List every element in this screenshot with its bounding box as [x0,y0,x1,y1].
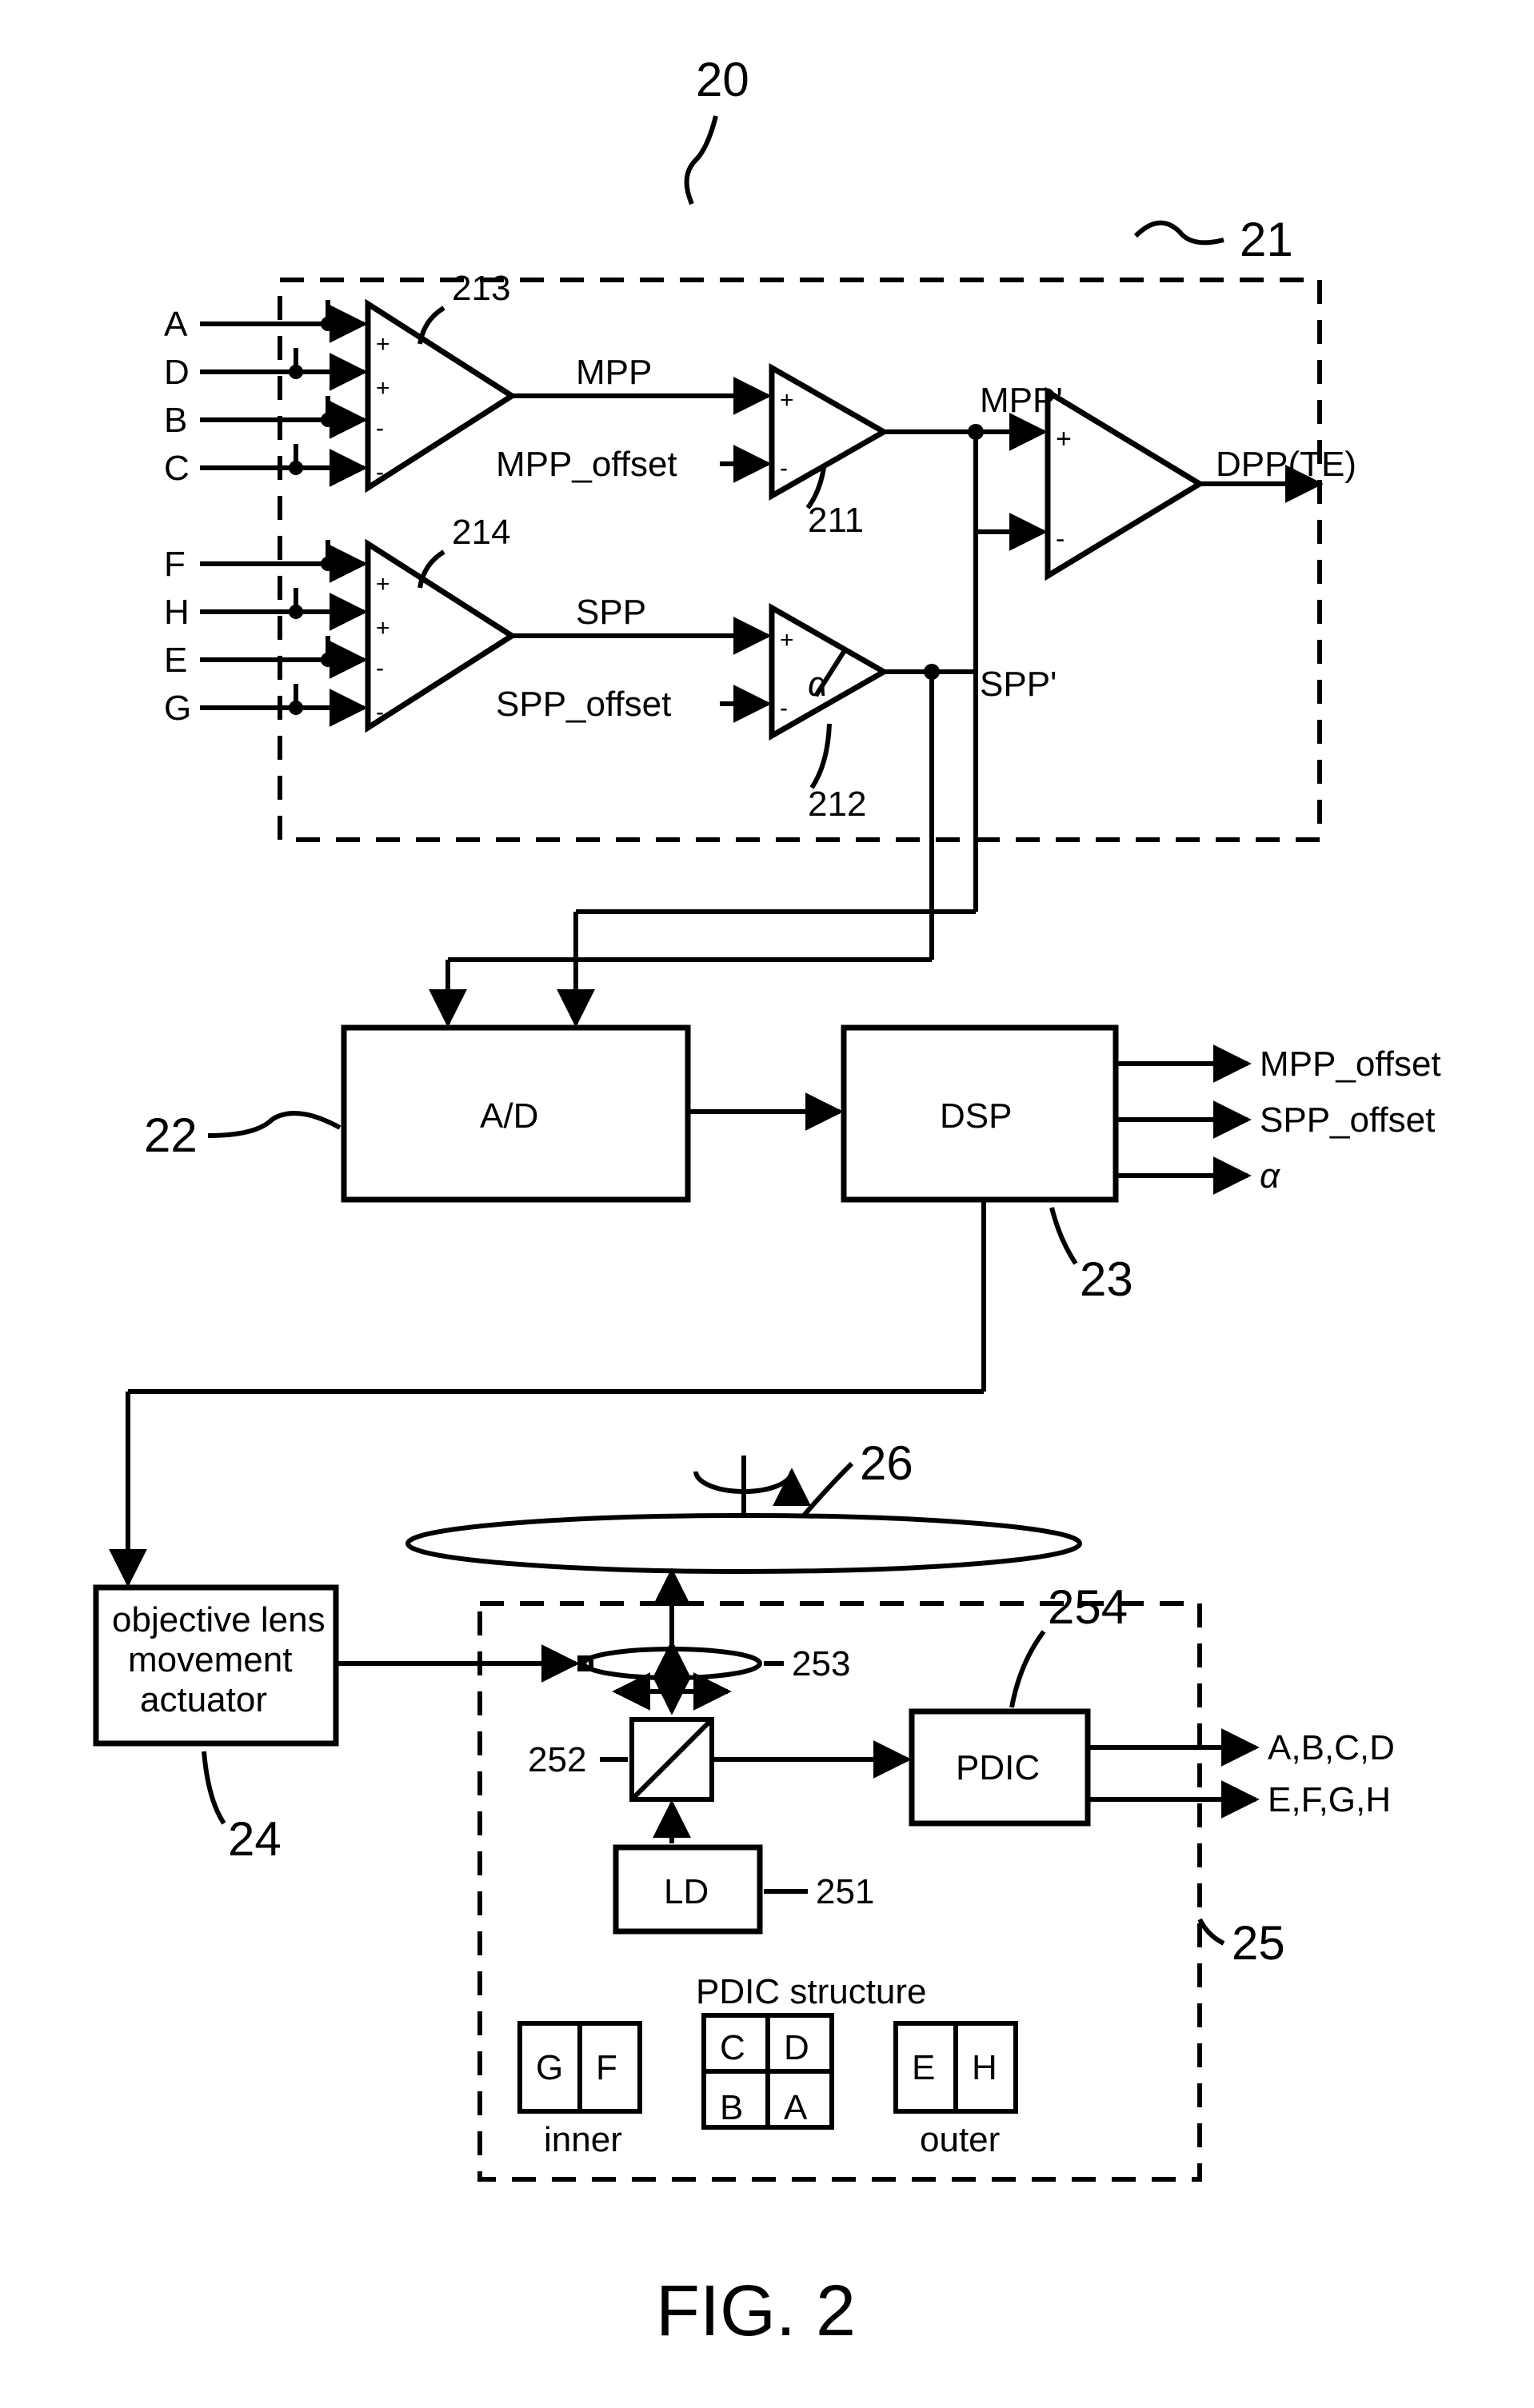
input-D: D [164,353,190,392]
adc-label: A/D [480,1096,538,1136]
svg-text:-: - [376,699,384,725]
svg-text:-: - [376,415,384,441]
actuator-l2: movement [128,1640,292,1679]
outer-label: outer [920,2120,1000,2159]
label-23: 23 [1080,1252,1133,1306]
label-mpp-offset: MPP_offset [496,445,677,484]
leader-26 [804,1464,852,1515]
label-26: 26 [860,1436,913,1490]
label-mpp: MPP [576,353,652,392]
leader-22 [208,1113,340,1136]
disc [408,1515,1080,1571]
pdic-out-1: E,F,G,H [1268,1780,1391,1819]
label-214: 214 [452,513,510,552]
label-sppp: SPP' [980,665,1057,704]
label-21: 21 [1240,213,1293,266]
pdic-inner-1: F [596,2048,617,2087]
svg-text:+: + [376,615,390,641]
label-spp-offset: SPP_offset [496,685,671,724]
leader-254 [1012,1631,1044,1707]
leader-20 [687,116,716,204]
svg-text:+: + [780,627,794,653]
svg-text:+: + [376,375,390,401]
label-alpha-gain: α [808,665,829,704]
figure-svg: 20 21 A D B C + + - - 213 MPP MPP_offset… [0,0,1534,2408]
svg-text:+: + [376,571,390,597]
svg-text:+: + [780,387,794,413]
input-A: A [164,305,188,344]
svg-text:+: + [376,331,390,357]
page: 20 21 A D B C + + - - 213 MPP MPP_offset… [0,0,1534,2408]
label-253: 253 [792,1644,850,1683]
inputs-main: A D B C [164,305,364,488]
leader-213 [420,308,444,344]
pdic-main-3: A [784,2088,808,2127]
inner-label: inner [544,2120,622,2159]
label-25: 25 [1232,1916,1285,1970]
svg-text:-: - [376,459,384,485]
pdic-main-0: C [720,2028,745,2067]
label-spp: SPP [576,593,646,632]
label-211: 211 [808,501,864,540]
actuator-l3: actuator [140,1680,267,1719]
svg-text:-: - [376,655,384,681]
pdic-main-1: D [784,2028,809,2067]
amp-final [1048,392,1200,576]
actuator-l1: objective lens [112,1600,326,1639]
input-F: F [164,545,186,584]
leader-25 [1200,1919,1224,1943]
label-254: 254 [1048,1580,1128,1634]
dsp-label: DSP [940,1096,1012,1136]
pdic-outer-1: H [972,2048,997,2087]
input-B: B [164,401,187,440]
svg-text:-: - [780,455,788,481]
pdic-struct-title: PDIC structure [696,1972,927,2011]
label-dpp: DPP(TE) [1216,445,1356,484]
dsp-out-2: α [1260,1156,1281,1196]
input-H: H [164,593,190,632]
input-G: G [164,689,191,728]
label-212: 212 [808,785,866,824]
ld-label: LD [664,1872,709,1911]
dsp-out-0: MPP_offset [1260,1044,1441,1084]
leader-24 [204,1751,224,1823]
label-251: 251 [816,1872,874,1911]
svg-text:-: - [1056,524,1065,554]
label-24: 24 [228,1812,282,1866]
label-213: 213 [452,269,510,308]
svg-text:+: + [1056,424,1072,454]
dsp-out-1: SPP_offset [1260,1100,1435,1140]
leader-212 [812,724,829,788]
pdic-outer-0: E [912,2048,935,2087]
inputs-sub: F H E G [164,545,364,728]
pdic-main-2: B [720,2088,743,2127]
pdic-out-0: A,B,C,D [1268,1728,1395,1767]
pdic-inner-0: G [536,2048,563,2087]
label-22: 22 [144,1108,198,1162]
input-C: C [164,449,190,488]
pdic-label: PDIC [956,1748,1040,1787]
input-E: E [164,641,187,680]
leader-21 [1136,223,1224,243]
svg-text:-: - [780,695,788,721]
figure-caption: FIG. 2 [656,2271,856,2351]
label-252: 252 [528,1740,586,1779]
label-20: 20 [696,53,749,106]
leader-23 [1052,1208,1076,1264]
